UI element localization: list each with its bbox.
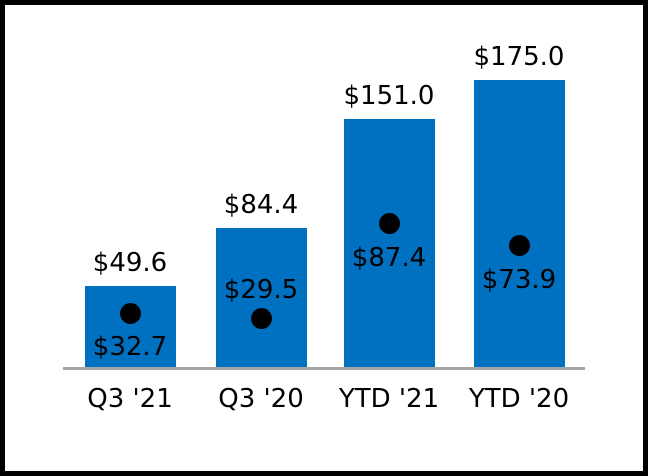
category-label: YTD '20	[468, 384, 570, 414]
plot-area: $49.6 $32.7 Q3 '21 $84.4 $29.5 Q3 '20 $151.0 $8…	[5, 5, 643, 471]
dot-marker	[378, 213, 400, 235]
bar-value-label: $151.0	[343, 81, 435, 112]
bar	[343, 119, 435, 367]
category-label: YTD '21	[338, 384, 440, 414]
bar	[215, 228, 307, 367]
dot-value-label: $73.9	[481, 264, 557, 295]
category-label: Q3 '21	[87, 384, 173, 414]
dot-value-label: $29.5	[223, 274, 299, 305]
dot-marker	[508, 235, 530, 257]
dot-value-label: $32.7	[92, 332, 168, 363]
bar	[473, 79, 565, 367]
bar-value-label: $49.6	[92, 247, 168, 278]
bar-value-label: $84.4	[223, 190, 299, 221]
bar	[84, 285, 176, 367]
x-axis-line	[63, 367, 585, 370]
bar-value-label: $175.0	[473, 41, 565, 72]
dot-marker	[250, 308, 272, 330]
dot-marker	[119, 302, 141, 324]
dot-value-label: $87.4	[351, 242, 427, 273]
category-label: Q3 '20	[218, 384, 304, 414]
